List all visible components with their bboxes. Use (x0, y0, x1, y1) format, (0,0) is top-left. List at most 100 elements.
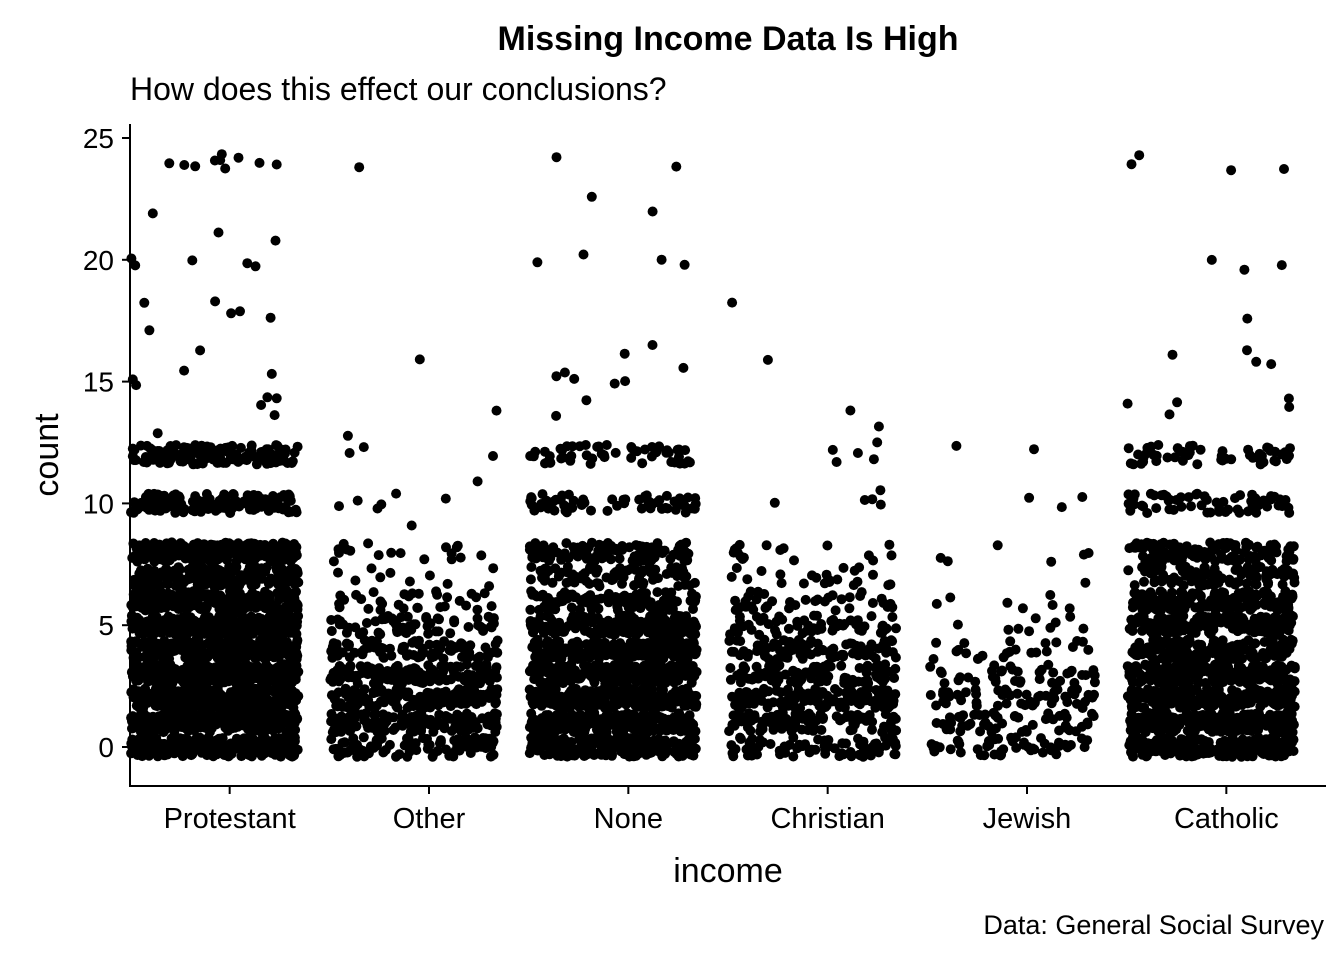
data-point-none (670, 616, 681, 627)
data-point-other (358, 745, 368, 756)
data-point-other-outlier (491, 405, 502, 416)
data-point-other (348, 740, 359, 751)
data-point-other (413, 652, 424, 663)
data-point-other (335, 590, 346, 601)
data-point-other (404, 576, 415, 587)
data-point-other (374, 684, 385, 695)
data-point-protestant (280, 603, 291, 614)
data-point-other-outlier (391, 488, 402, 499)
data-point-protestant (155, 499, 166, 510)
data-point-protestant (283, 697, 294, 708)
data-point-none (686, 697, 697, 708)
data-point-protestant (178, 577, 189, 588)
data-point-other (388, 725, 399, 735)
data-point-none (669, 457, 680, 468)
data-point-protestant-outlier (269, 410, 280, 421)
data-point-other (330, 743, 341, 754)
data-point-protestant (132, 719, 143, 730)
data-point-protestant (280, 501, 291, 512)
data-point-protestant (263, 600, 274, 611)
data-point-none (603, 615, 614, 626)
data-point-other (375, 572, 386, 583)
data-point-none (556, 567, 567, 578)
data-point-other-outlier (406, 520, 417, 531)
data-point-protestant (139, 651, 150, 662)
data-point-protestant-outlier (164, 158, 175, 169)
data-point-other (387, 695, 398, 706)
data-point-protestant (287, 553, 298, 564)
data-point-protestant (208, 580, 219, 591)
data-point-protestant (289, 447, 300, 458)
data-point-none (577, 570, 588, 580)
data-point-other (475, 676, 486, 687)
data-point-protestant (195, 667, 206, 678)
data-point-protestant (144, 722, 155, 733)
data-point-protestant (158, 660, 169, 671)
data-point-other (403, 591, 414, 602)
data-point-protestant-outlier (266, 368, 277, 379)
data-point-protestant-outlier (179, 365, 190, 376)
data-point-none (658, 715, 669, 726)
data-point-protestant (214, 672, 225, 682)
data-point-protestant-outlier (220, 163, 231, 174)
data-point-none (614, 553, 625, 564)
data-point-protestant-outlier (233, 152, 244, 163)
data-point-protestant (203, 629, 214, 639)
data-point-none (587, 453, 598, 464)
data-point-other-outlier (414, 354, 425, 365)
data-point-none (684, 710, 695, 721)
data-point-protestant (283, 667, 294, 678)
data-point-protestant (213, 503, 224, 514)
data-point-other (491, 689, 502, 700)
data-point-protestant (252, 744, 263, 755)
data-point-other (485, 720, 496, 731)
data-point-protestant (134, 702, 145, 713)
data-point-protestant (284, 491, 295, 502)
data-point-other (373, 550, 384, 561)
data-point-protestant-outlier (216, 149, 227, 160)
data-point-protestant-outlier (210, 296, 221, 307)
data-point-protestant (198, 449, 209, 460)
data-point-protestant (271, 707, 282, 718)
data-point-other (439, 636, 450, 647)
data-point-other (488, 563, 499, 574)
data-point-protestant (181, 709, 192, 720)
data-point-protestant (245, 446, 256, 457)
data-point-protestant (275, 555, 286, 566)
data-point-protestant (251, 503, 262, 514)
data-point-protestant (261, 562, 272, 573)
data-point-other (433, 626, 444, 637)
data-point-other (368, 587, 379, 598)
data-point-protestant (190, 678, 201, 689)
data-point-protestant (183, 663, 193, 674)
data-point-protestant-outlier (147, 208, 158, 219)
data-point-other (399, 687, 410, 698)
data-point-other (412, 602, 423, 613)
data-point-other (334, 602, 345, 613)
data-point-protestant (168, 689, 178, 700)
data-point-none (535, 678, 546, 688)
data-point-other (449, 641, 460, 652)
data-point-other (481, 739, 491, 750)
data-point-protestant (209, 648, 220, 659)
data-point-other (363, 538, 374, 549)
data-point-protestant-outlier (131, 380, 142, 391)
data-point-other (384, 739, 395, 750)
data-point-other (331, 639, 342, 650)
data-point-other-outlier (472, 476, 483, 487)
data-point-protestant-outlier (179, 160, 190, 170)
data-point-none (525, 574, 536, 585)
data-point-protestant (153, 695, 164, 706)
data-point-none (556, 651, 567, 662)
data-point-protestant-outlier (187, 255, 198, 266)
data-point-protestant (200, 604, 211, 615)
data-point-protestant-outlier (271, 159, 282, 170)
data-point-other (486, 601, 497, 612)
data-point-other (351, 589, 362, 600)
data-point-other (441, 697, 452, 707)
data-point-protestant (166, 733, 177, 744)
data-point-protestant (165, 441, 176, 451)
chart-title: Missing Income Data Is High (498, 20, 959, 58)
data-point-none (593, 441, 604, 452)
data-point-protestant (130, 455, 141, 466)
